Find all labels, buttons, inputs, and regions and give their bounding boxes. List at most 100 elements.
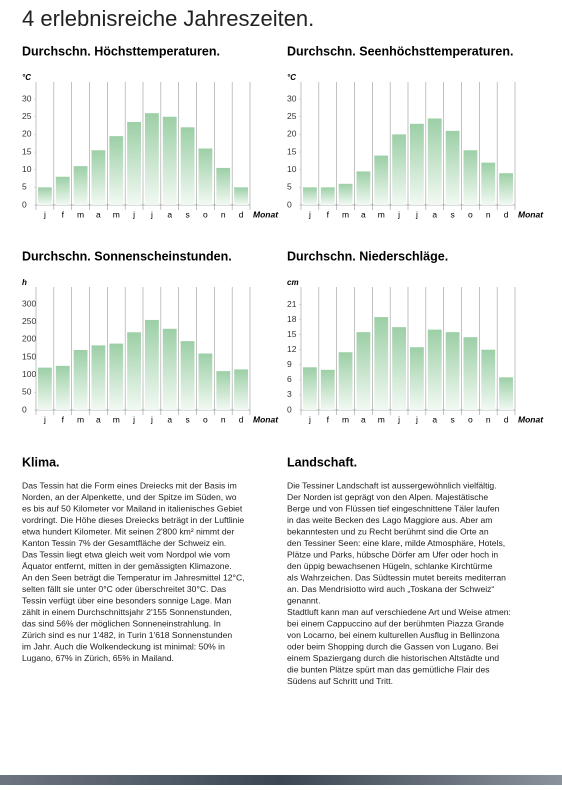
x-tick-label: d <box>504 209 509 219</box>
x-tick-label: o <box>468 414 473 424</box>
x-tick-label: a <box>432 414 437 424</box>
body-line: bei einem Cappuccino auf der berühmten P… <box>287 618 504 628</box>
document: 4 erlebnisreiche Jahreszeiten. Durchschn… <box>0 0 562 785</box>
y-tick-label: 150 <box>22 351 36 361</box>
x-tick-label: m <box>113 414 120 424</box>
bar <box>199 354 213 411</box>
x-tick-label: j <box>397 209 400 219</box>
body-line: den üppig bewachsenen Hügeln, schlanke K… <box>287 561 493 571</box>
section-heading: Klima. <box>22 455 60 469</box>
bar <box>428 330 442 410</box>
x-tick-label: n <box>486 209 491 219</box>
bar <box>446 332 460 410</box>
bar <box>145 113 159 205</box>
bar <box>109 136 123 205</box>
bar <box>481 350 495 410</box>
x-tick-label: m <box>342 209 349 219</box>
body-line: An den Seen beträgt die Temperatur im Ja… <box>22 572 245 582</box>
bar <box>181 341 195 410</box>
x-tick-label: a <box>167 414 172 424</box>
bar <box>92 150 106 205</box>
y-tick-label: 15 <box>22 146 32 156</box>
bar <box>127 332 141 410</box>
body-line: Äquator entfernt, mitten in der gemässig… <box>22 561 232 571</box>
bar <box>321 187 335 205</box>
y-tick-label: 15 <box>287 146 297 156</box>
body-line: oder beim Shopping durch die Gassen von … <box>287 641 498 651</box>
x-tick-label: s <box>185 209 189 219</box>
y-tick-label: 0 <box>22 199 27 209</box>
x-tick-label: a <box>96 209 101 219</box>
body-line: Lugano, 67% in Zürich, 65% in Mailand. <box>22 653 174 663</box>
y-tick-label: 15 <box>287 329 297 339</box>
body-line: Das Tessin hat die Form eines Dreiecks m… <box>22 480 237 490</box>
bar <box>374 156 388 205</box>
photo-strip <box>0 775 562 785</box>
x-tick-label: j <box>308 209 311 219</box>
chart-title: Durchschn. Sonnenscheinstunden. <box>22 249 232 263</box>
bar <box>56 177 70 205</box>
bar <box>38 187 52 205</box>
x-tick-label: f <box>327 414 330 424</box>
unit-label: cm <box>287 278 299 287</box>
bar <box>428 118 442 205</box>
bar <box>464 150 478 205</box>
y-tick-label: 20 <box>287 129 297 139</box>
y-tick-label: 30 <box>22 93 32 103</box>
x-tick-label: a <box>432 209 437 219</box>
x-tick-label: j <box>308 414 311 424</box>
y-tick-label: 5 <box>22 182 27 192</box>
x-tick-label: a <box>96 414 101 424</box>
x-tick-label: a <box>361 209 366 219</box>
bar <box>38 368 52 410</box>
y-tick-label: 6 <box>287 374 292 384</box>
body-line: selten fällt sie unter 0°C oder überschr… <box>22 584 226 594</box>
body-line: Tessin verfügt über eine besonders sonni… <box>22 595 231 605</box>
y-tick-label: 12 <box>287 344 297 354</box>
x-tick-label: s <box>450 414 454 424</box>
y-tick-label: 0 <box>22 404 27 414</box>
bar <box>464 337 478 410</box>
x-tick-label: f <box>62 209 65 219</box>
unit-label: °C <box>22 73 31 82</box>
x-tick-label: d <box>504 414 509 424</box>
body-line: Stadtluft kann man auf verschiedene Art … <box>287 607 511 617</box>
body-line: vordringt. Die Höhe dieses Dreiecks betr… <box>22 515 244 525</box>
bar <box>127 122 141 205</box>
body-line: Das Tessin liegt etwa gleich weit vom No… <box>22 549 230 559</box>
y-tick-label: 25 <box>22 111 32 121</box>
y-tick-label: 9 <box>287 359 292 369</box>
body-line: bekanntesten und zu Recht berühmt sind d… <box>287 526 489 536</box>
x-tick-label: n <box>221 209 226 219</box>
bar <box>410 124 424 205</box>
bar <box>109 344 123 410</box>
y-tick-label: 250 <box>22 316 36 326</box>
bar <box>339 184 353 205</box>
bar <box>216 168 230 205</box>
bar <box>392 327 406 410</box>
body-line: in das weite Becken des Lago Maggiore au… <box>287 515 492 525</box>
x-tick-label: n <box>486 414 491 424</box>
bar <box>234 187 248 205</box>
body-line: einem Spaziergang durch die historischen… <box>287 653 499 663</box>
body-line: Südens auf Schritt und Tritt. <box>287 676 393 686</box>
y-tick-label: 10 <box>22 164 32 174</box>
x-tick-label: j <box>150 209 153 219</box>
y-tick-label: 20 <box>22 129 32 139</box>
x-tick-label: m <box>77 209 84 219</box>
body-line: im Jahr. Auch die Wolkendeckung ist mini… <box>22 641 225 651</box>
x-axis-label: Monat <box>253 209 279 219</box>
chart-title: Durchschn. Seenhöchsttemperaturen. <box>287 44 513 58</box>
y-tick-label: 0 <box>287 199 292 209</box>
x-tick-label: j <box>397 414 400 424</box>
body-line: Norden, an der Alpenkette, und der Spitz… <box>22 492 237 502</box>
body-line: die bunten Plätze spürt man das gemütlic… <box>287 664 490 674</box>
body-line: das sind 56% der möglichen Sonneneinstra… <box>22 618 221 628</box>
bar <box>357 332 371 410</box>
bar <box>499 173 513 205</box>
y-tick-label: 50 <box>22 387 32 397</box>
bar <box>145 320 159 410</box>
bar <box>199 149 213 206</box>
x-tick-label: j <box>415 414 418 424</box>
bar <box>410 347 424 410</box>
